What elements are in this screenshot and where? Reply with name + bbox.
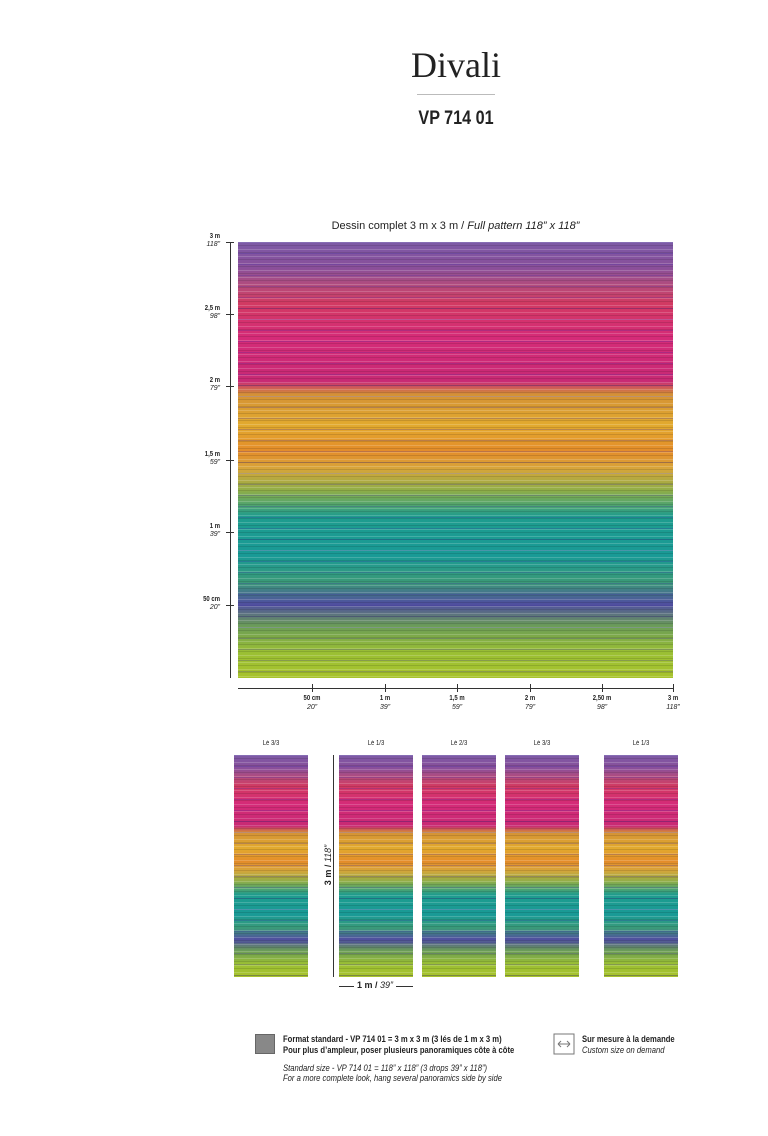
panel-label: Lé 3/3 <box>533 740 551 747</box>
height-tick <box>226 386 234 387</box>
panel <box>604 755 678 977</box>
width-imperial: 20” <box>306 704 318 711</box>
panel-label: Lé 2/3 <box>450 740 468 747</box>
height-tick <box>226 314 234 315</box>
height-imperial: 118” <box>206 241 221 248</box>
reference: VP 714 01 <box>418 108 494 129</box>
height-metric: 2,5 m <box>204 305 220 312</box>
panel <box>234 755 308 977</box>
height-tick <box>226 532 234 533</box>
panel-label: Lé 1/3 <box>632 740 650 747</box>
height-metric: 1 m <box>209 523 220 530</box>
standard-en: Standard size - VP 714 01 = 118” x 118” … <box>283 1063 488 1073</box>
rule <box>417 94 495 95</box>
panel-label: Lé 3/3 <box>262 740 280 747</box>
panel <box>505 755 579 977</box>
caption: Dessin complet 3 m x 3 m / Full pattern … <box>238 220 673 232</box>
width-metric: 50 cm <box>303 695 321 702</box>
height-imperial: 20” <box>209 604 220 611</box>
width-tick <box>457 684 458 692</box>
full-pattern <box>238 242 673 678</box>
panel-label: Lé 1/3 <box>367 740 385 747</box>
height-metric: 3 m / <box>323 862 333 886</box>
caption-fr: Dessin complet 3 m x 3 m / <box>331 220 468 232</box>
height-metric: 2 m <box>209 377 220 384</box>
width-metric: 2,50 m <box>592 695 612 702</box>
panel <box>422 755 496 977</box>
title: Divali <box>411 45 501 85</box>
height-dim-line <box>333 755 334 977</box>
custom-fr: Sur mesure à la demande <box>582 1034 675 1044</box>
width-tick <box>602 684 603 692</box>
height-tick <box>226 605 234 606</box>
width-dim: 1 m / 39” <box>354 980 397 990</box>
tip-en: For a more complete look, hang several p… <box>283 1073 502 1083</box>
height-imperial: 39” <box>209 531 220 538</box>
width-tick <box>385 684 386 692</box>
width-metric: 3 m <box>667 695 679 702</box>
width-imperial: 98” <box>596 704 608 711</box>
tip-fr: Pour plus d’ampleur, poser plusieurs pan… <box>283 1045 515 1055</box>
width-tick <box>673 684 674 692</box>
height-metric: 1,5 m <box>204 451 220 458</box>
standard-fr: Format standard - VP 714 01 = 3 m x 3 m … <box>283 1034 502 1044</box>
height-imperial: 98” <box>209 313 220 320</box>
width-imperial: 59” <box>451 704 463 711</box>
height-imperial: 59” <box>209 459 220 466</box>
width-imperial: 39” <box>380 980 394 990</box>
width-imperial: 79” <box>524 704 536 711</box>
width-metric: 2 m <box>524 695 536 702</box>
width-tick <box>312 684 313 692</box>
width-imperial: 118” <box>666 704 680 711</box>
caption-en: Full pattern 118” x 118” <box>467 220 580 232</box>
custom-en: Custom size on demand <box>582 1045 665 1055</box>
height-tick <box>226 460 234 461</box>
height-imperial: 79” <box>209 385 220 392</box>
height-dim: 3 m / 118” <box>323 837 333 893</box>
width-axis <box>238 688 673 689</box>
width-metric: 1 m / <box>357 980 381 990</box>
panel <box>339 755 413 977</box>
height-metric: 3 m <box>209 233 220 240</box>
height-tick <box>226 242 234 243</box>
width-imperial: 39” <box>379 704 391 711</box>
height-metric: 50 cm <box>203 596 220 603</box>
height-imperial: 118” <box>323 844 333 863</box>
standard-icon <box>255 1034 275 1054</box>
width-tick <box>530 684 531 692</box>
custom-icon <box>553 1033 575 1055</box>
width-metric: 1 m <box>379 695 391 702</box>
width-metric: 1,5 m <box>449 695 465 702</box>
